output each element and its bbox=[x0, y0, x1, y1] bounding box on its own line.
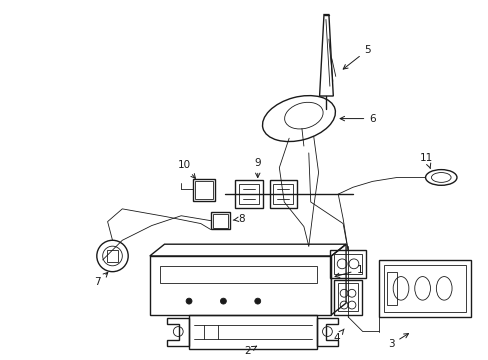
Text: 9: 9 bbox=[254, 158, 261, 177]
Circle shape bbox=[254, 298, 260, 304]
Text: 10: 10 bbox=[177, 160, 195, 179]
Text: 3: 3 bbox=[387, 334, 407, 349]
Bar bbox=[239, 184, 258, 204]
Bar bbox=[159, 266, 316, 283]
Text: 8: 8 bbox=[233, 214, 245, 224]
Text: 11: 11 bbox=[419, 153, 432, 168]
Bar bbox=[334, 254, 361, 274]
Bar bbox=[235, 180, 262, 208]
Text: 6: 6 bbox=[340, 113, 375, 123]
Circle shape bbox=[186, 298, 192, 304]
Bar bbox=[338, 283, 357, 311]
Bar bbox=[212, 214, 228, 228]
Bar bbox=[330, 250, 365, 278]
Bar bbox=[189, 315, 316, 349]
Bar bbox=[379, 260, 470, 317]
Bar bbox=[269, 180, 296, 208]
Text: 5: 5 bbox=[343, 45, 370, 69]
Bar bbox=[210, 212, 230, 229]
Text: 7: 7 bbox=[94, 273, 107, 288]
Bar bbox=[195, 181, 212, 199]
Bar bbox=[106, 250, 118, 262]
Text: 4: 4 bbox=[332, 329, 344, 343]
Circle shape bbox=[220, 298, 226, 304]
Bar bbox=[149, 256, 331, 315]
Text: 1: 1 bbox=[334, 265, 363, 278]
Bar bbox=[334, 279, 361, 315]
Bar bbox=[193, 179, 214, 201]
Bar bbox=[384, 265, 465, 312]
Bar bbox=[273, 184, 292, 204]
Bar bbox=[386, 272, 396, 305]
Text: 2: 2 bbox=[244, 346, 256, 356]
